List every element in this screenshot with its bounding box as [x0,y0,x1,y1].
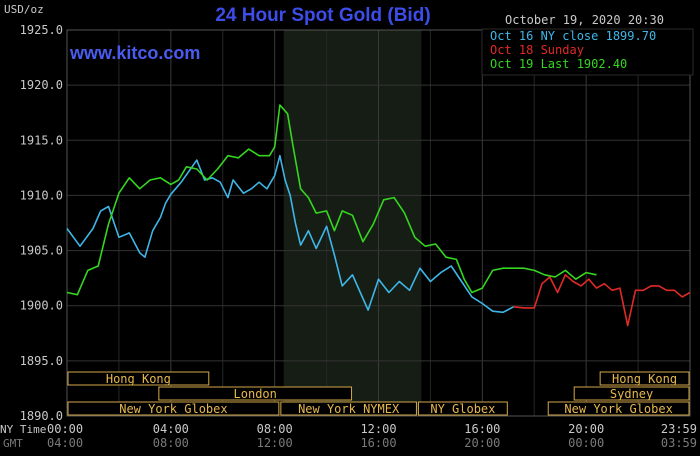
session-band [67,401,280,416]
gmt-label: GMT [3,437,23,450]
x-tick-label-gmt: 12:00 [257,436,293,450]
x-tick-label-gmt: 16:00 [360,436,396,450]
session-label: Hong Kong [106,372,171,386]
plot-frame [66,29,691,417]
x-tick-label-ny: 00:00 [47,422,83,436]
date-label: October 19, 2020 20:30 [505,13,664,27]
session-band [158,386,353,401]
y-tick-label: 1905.0 [20,244,63,258]
session-label: Hong Kong [612,372,677,386]
session-label: Sydney [610,387,653,401]
x-tick-label-gmt: 08:00 [153,436,189,450]
x-tick-label-gmt: 00:00 [568,436,604,450]
session-band [547,401,690,416]
session-band [599,371,690,386]
legend-entry-oct19: Oct 19 Last 1902.40 [490,57,627,71]
x-tick-label-ny: 20:00 [568,422,604,436]
watermark: www.kitco.com [69,43,200,63]
session-label: New York Globex [119,402,227,416]
series-lines [66,104,691,327]
x-tick-label-ny: 04:00 [153,422,189,436]
y-unit-label: USD/oz [4,3,44,16]
y-tick-labels: 1925.0 1920.0 1915.0 1910.0 1905.0 1900.0 1895… [20,23,63,423]
session-bands: Hong Kong London New York Globex New York N… [67,371,690,416]
nymex-highlight-band [283,30,422,416]
x-tick-label-gmt: 20:00 [464,436,500,450]
y-tick-label: 1915.0 [20,133,63,147]
session-band [417,401,508,416]
legend-entry-oct18: Oct 18 Sunday [490,43,584,57]
x-tick-label-ny: 23:59 [661,422,697,436]
x-tick-labels: 00:0004:0004:0008:0008:0012:0012:0016:00… [47,422,697,450]
legend-box [481,28,694,76]
legend: Oct 16 NY close 1899.70 Oct 18 Sunday Oc… [481,28,694,76]
y-tick-label: 1920.0 [20,78,63,92]
series-line-2 [513,273,691,327]
x-tick-label-ny: 12:00 [360,422,396,436]
y-tick-label: 1895.0 [20,354,63,368]
x-tick-label-ny: 08:00 [257,422,293,436]
series-line-3 [66,104,597,296]
y-tick-label: 1910.0 [20,188,63,202]
ny-time-label: NY Time [0,423,46,436]
x-tick-label-gmt: 03:59 [661,436,697,450]
series-line-1 [66,154,514,314]
session-band [280,401,417,416]
session-label: NY Globex [430,402,495,416]
y-tick-label: 1925.0 [20,23,63,37]
session-label: New York NYMEX [298,402,400,416]
legend-entry-oct16: Oct 16 NY close 1899.70 [490,29,656,43]
x-tick-label-ny: 16:00 [464,422,500,436]
session-label: London [234,387,277,401]
session-label: New York Globex [564,402,672,416]
y-tick-label: 1900.0 [20,299,63,313]
grid [66,29,691,417]
chart-title: 24 Hour Spot Gold (Bid) [215,5,430,26]
session-band [67,371,210,386]
y-tick-label: 1890.0 [20,409,63,423]
x-tick-label-gmt: 04:00 [47,436,83,450]
session-band [573,386,690,401]
